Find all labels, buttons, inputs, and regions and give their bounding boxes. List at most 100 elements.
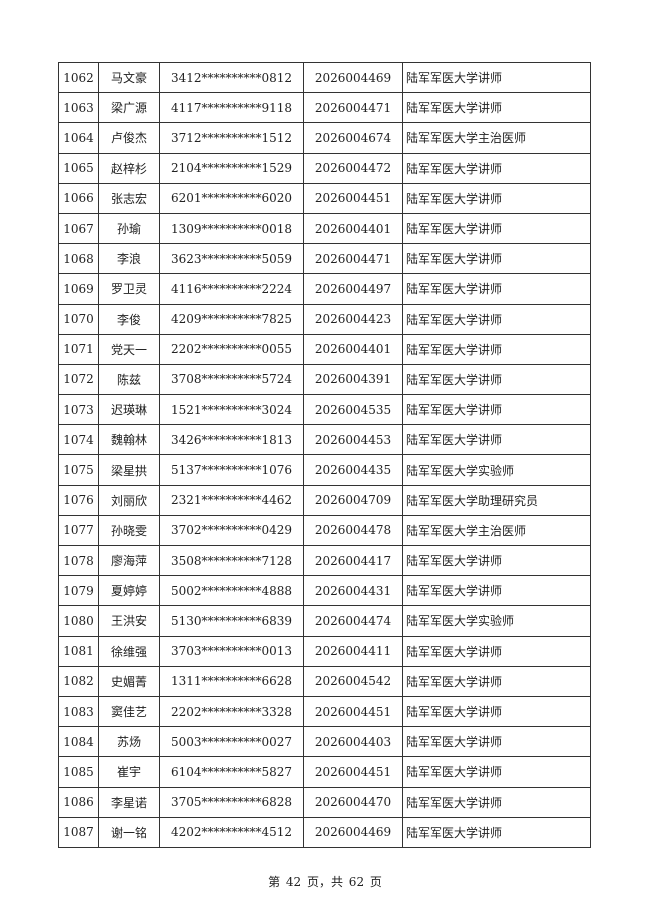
exam-number-cell: 2026004403 — [303, 726, 403, 758]
person-name-cell: 党天一 — [98, 333, 160, 365]
table-row: 1070 李俊 4209**********7825 2026004423 陆军军医大学… — [58, 303, 591, 335]
person-name-cell: 徐维强 — [98, 635, 160, 667]
row-number-cell: 1076 — [58, 484, 99, 516]
page-footer: 第 42 页，共 62 页 — [268, 875, 382, 889]
exam-number-cell: 2026004471 — [303, 243, 403, 275]
table-row: 1069 罗卫灵 4116**********2224 2026004497 陆军军医大… — [58, 273, 591, 305]
row-number-cell: 1072 — [58, 363, 99, 396]
person-name-cell: 王洪安 — [98, 605, 160, 637]
exam-number-cell: 2026004417 — [303, 544, 403, 577]
row-number-cell: 1074 — [58, 424, 99, 456]
exam-number-cell: 2026004535 — [303, 394, 403, 426]
id-number-cell: 2104**********1529 — [159, 152, 304, 184]
exam-number-cell: 2026004391 — [303, 363, 403, 396]
row-number-cell: 1078 — [58, 544, 99, 577]
row-number-cell: 1065 — [58, 152, 99, 184]
row-number-cell: 1069 — [58, 273, 99, 305]
person-name-cell: 罗卫灵 — [98, 273, 160, 305]
table-row: 1076 刘丽欣 2321**********4462 2026004709 陆军军医大… — [58, 484, 591, 516]
row-number-cell: 1080 — [58, 605, 99, 637]
table-row: 1072 陈兹 3708**********5724 2026004391 陆军军医大学… — [58, 363, 591, 396]
table-row: 1062 马文豪 3412**********0812 2026004469 陆军军医大… — [58, 61, 591, 94]
table-row: 1077 孙晓雯 3702**********0429 2026004478 陆军军医大… — [58, 514, 591, 547]
exam-number-cell: 2026004435 — [303, 454, 403, 486]
table-row: 1080 王洪安 5130**********6839 2026004474 陆军军医大… — [58, 605, 591, 637]
position-cell: 陆军军医大学主治医师 — [402, 122, 591, 154]
person-name-cell: 廖海萍 — [98, 544, 160, 577]
position-cell: 陆军军医大学实验师 — [402, 454, 591, 486]
id-number-cell: 2321**********4462 — [159, 484, 304, 516]
id-number-cell: 4116**********2224 — [159, 273, 304, 305]
row-number-cell: 1086 — [58, 786, 99, 818]
position-cell: 陆军军医大学讲师 — [402, 61, 591, 94]
exam-number-cell: 2026004470 — [303, 786, 403, 818]
position-cell: 陆军军医大学讲师 — [402, 92, 591, 124]
exam-number-cell: 2026004431 — [303, 575, 403, 607]
row-number-cell: 1075 — [58, 454, 99, 486]
exam-number-cell: 2026004451 — [303, 756, 403, 788]
row-number-cell: 1082 — [58, 665, 99, 697]
person-name-cell: 刘丽欣 — [98, 484, 160, 516]
row-number-cell: 1084 — [58, 726, 99, 758]
person-name-cell: 李浪 — [98, 243, 160, 275]
id-number-cell: 6201**********6020 — [159, 182, 304, 214]
person-name-cell: 崔宇 — [98, 756, 160, 788]
table-row: 1068 李浪 3623**********5059 2026004471 陆军军医大学… — [58, 243, 591, 275]
id-number-cell: 3426**********1813 — [159, 424, 304, 456]
position-cell: 陆军军医大学讲师 — [402, 665, 591, 697]
position-cell: 陆军军医大学讲师 — [402, 756, 591, 788]
table-row: 1074 魏翰林 3426**********1813 2026004453 陆军军医大… — [58, 424, 591, 456]
row-number-cell: 1071 — [58, 333, 99, 365]
position-cell: 陆军军医大学主治医师 — [402, 514, 591, 547]
person-name-cell: 梁广源 — [98, 92, 160, 124]
row-number-cell: 1063 — [58, 92, 99, 124]
exam-number-cell: 2026004674 — [303, 122, 403, 154]
table-row: 1064 卢俊杰 3712**********1512 2026004674 陆军军医大… — [58, 122, 591, 154]
person-name-cell: 梁星拱 — [98, 454, 160, 486]
person-name-cell: 孙瑜 — [98, 212, 160, 245]
table-row: 1083 窦佳艺 2202**********3328 2026004451 陆军军医大… — [58, 695, 591, 728]
exam-number-cell: 2026004478 — [303, 514, 403, 547]
exam-number-cell: 2026004709 — [303, 484, 403, 516]
row-number-cell: 1079 — [58, 575, 99, 607]
id-number-cell: 5130**********6839 — [159, 605, 304, 637]
position-cell: 陆军军医大学讲师 — [402, 786, 591, 818]
id-number-cell: 1309**********0018 — [159, 212, 304, 245]
exam-number-cell: 2026004411 — [303, 635, 403, 667]
id-number-cell: 3702**********0429 — [159, 514, 304, 547]
roster-table: 1062 马文豪 3412**********0812 2026004469 陆军军医大… — [58, 61, 591, 848]
id-number-cell: 1311**********6628 — [159, 665, 304, 697]
id-number-cell: 5137**********1076 — [159, 454, 304, 486]
exam-number-cell: 2026004401 — [303, 333, 403, 365]
table-row: 1086 李星诺 3705**********6828 2026004470 陆军军医大… — [58, 786, 591, 818]
person-name-cell: 谢一铭 — [98, 816, 160, 848]
person-name-cell: 李俊 — [98, 303, 160, 335]
table-row: 1073 迟瑛琳 1521**********3024 2026004535 陆军军医大… — [58, 394, 591, 426]
position-cell: 陆军军医大学讲师 — [402, 333, 591, 365]
person-name-cell: 史媚菁 — [98, 665, 160, 697]
id-number-cell: 2202**********3328 — [159, 695, 304, 728]
id-number-cell: 3712**********1512 — [159, 122, 304, 154]
position-cell: 陆军军医大学讲师 — [402, 303, 591, 335]
row-number-cell: 1070 — [58, 303, 99, 335]
exam-number-cell: 2026004472 — [303, 152, 403, 184]
exam-number-cell: 2026004469 — [303, 816, 403, 848]
row-number-cell: 1081 — [58, 635, 99, 667]
position-cell: 陆军军医大学讲师 — [402, 424, 591, 456]
position-cell: 陆军军医大学讲师 — [402, 212, 591, 245]
table-row: 1081 徐维强 3703**********0013 2026004411 陆军军医大… — [58, 635, 591, 667]
id-number-cell: 5002**********4888 — [159, 575, 304, 607]
exam-number-cell: 2026004451 — [303, 182, 403, 214]
id-number-cell: 3412**********0812 — [159, 61, 304, 94]
exam-number-cell: 2026004453 — [303, 424, 403, 456]
exam-number-cell: 2026004401 — [303, 212, 403, 245]
table-row: 1085 崔宇 6104**********5827 2026004451 陆军军医大学… — [58, 756, 591, 788]
position-cell: 陆军军医大学讲师 — [402, 394, 591, 426]
position-cell: 陆军军医大学讲师 — [402, 695, 591, 728]
table-row: 1066 张志宏 6201**********6020 2026004451 陆军军医大… — [58, 182, 591, 214]
exam-number-cell: 2026004423 — [303, 303, 403, 335]
position-cell: 陆军军医大学讲师 — [402, 544, 591, 577]
person-name-cell: 苏炀 — [98, 726, 160, 758]
person-name-cell: 夏婷婷 — [98, 575, 160, 607]
person-name-cell: 陈兹 — [98, 363, 160, 396]
